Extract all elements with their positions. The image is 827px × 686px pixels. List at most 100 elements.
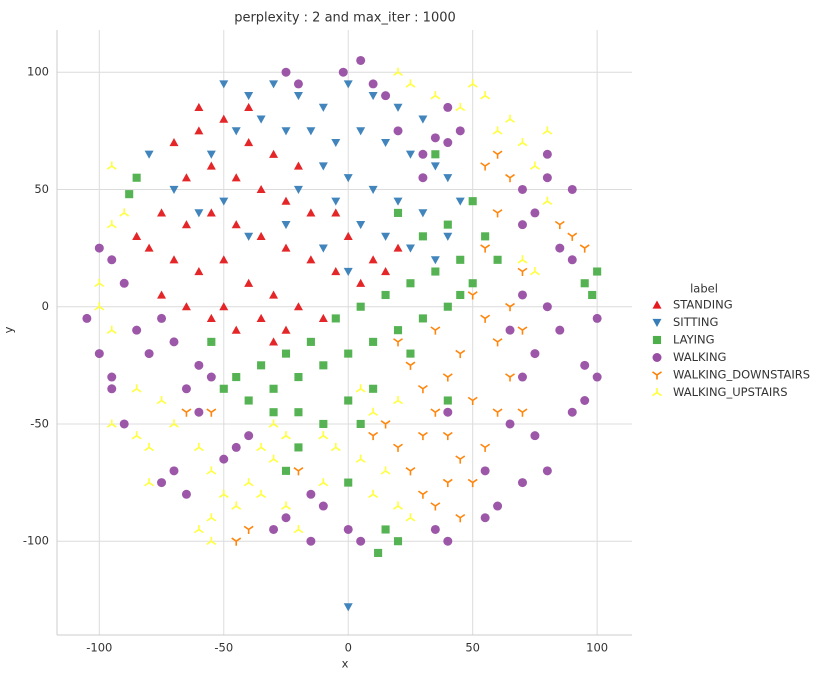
point (455, 349, 466, 359)
point (194, 126, 204, 135)
point (505, 325, 515, 335)
y-tick-label: -100 (23, 534, 49, 548)
point (194, 209, 204, 218)
point (406, 279, 415, 288)
point (231, 442, 241, 452)
point (256, 115, 266, 124)
point (181, 302, 191, 311)
point (567, 232, 578, 241)
point (430, 133, 440, 143)
point (405, 79, 416, 88)
grid (57, 30, 632, 635)
point (542, 126, 553, 135)
series (181, 150, 590, 546)
x-axis-label: x (342, 657, 349, 671)
point (374, 548, 383, 557)
point (517, 267, 528, 277)
point (430, 502, 441, 511)
point (442, 373, 453, 382)
point (542, 173, 552, 183)
point (206, 408, 217, 417)
point (219, 114, 229, 123)
y-tick-label: 100 (27, 65, 49, 79)
point (181, 173, 191, 182)
point (529, 161, 540, 170)
point (517, 138, 528, 147)
point (231, 173, 241, 182)
point (94, 302, 105, 311)
point (468, 197, 477, 206)
y-tick-label: 50 (34, 182, 49, 196)
point (144, 243, 154, 252)
point (169, 138, 179, 147)
point (505, 114, 515, 123)
point (331, 267, 341, 276)
point (244, 396, 253, 405)
point (480, 162, 491, 171)
point (219, 80, 229, 89)
point (343, 231, 353, 240)
point (480, 443, 491, 452)
point (393, 67, 403, 77)
point (206, 372, 216, 382)
point (368, 255, 378, 264)
point (281, 221, 291, 230)
point (567, 184, 577, 194)
point (306, 208, 316, 217)
point (281, 501, 291, 510)
point (306, 536, 316, 546)
point (417, 490, 428, 499)
point (530, 349, 540, 359)
point (157, 478, 167, 488)
point (443, 102, 453, 112)
point (269, 524, 279, 534)
point (207, 337, 216, 346)
point (293, 92, 303, 101)
series (144, 80, 465, 612)
point (418, 209, 428, 218)
point (269, 80, 279, 89)
point (244, 92, 254, 101)
point (281, 349, 291, 358)
y-axis-label: y (2, 326, 16, 333)
point (393, 326, 403, 335)
point (517, 326, 528, 335)
point (368, 407, 379, 417)
point (355, 454, 366, 463)
point (106, 419, 117, 428)
legend-item: LAYING (652, 333, 715, 347)
x-tick-label: 50 (465, 641, 480, 655)
x-tick-label: 100 (586, 641, 608, 655)
point (368, 431, 379, 441)
legend-item: STANDING (652, 298, 733, 312)
point (119, 278, 129, 288)
point (405, 150, 415, 159)
point (481, 232, 490, 241)
point (343, 80, 353, 89)
point (480, 244, 491, 253)
point (169, 255, 179, 264)
point (493, 501, 503, 511)
point (206, 536, 217, 546)
point (455, 455, 466, 464)
point (588, 290, 597, 300)
point (231, 325, 241, 334)
point (256, 489, 267, 499)
point (443, 407, 453, 417)
point (505, 373, 515, 382)
point (592, 372, 602, 382)
point (430, 162, 440, 171)
point (381, 91, 391, 101)
point (368, 489, 379, 499)
point (243, 525, 254, 534)
point (443, 220, 452, 229)
point (281, 243, 291, 252)
point (319, 361, 328, 370)
point (652, 318, 662, 327)
point (338, 67, 348, 77)
point (505, 419, 515, 429)
point (517, 290, 527, 300)
point (567, 407, 577, 417)
point (467, 79, 478, 88)
